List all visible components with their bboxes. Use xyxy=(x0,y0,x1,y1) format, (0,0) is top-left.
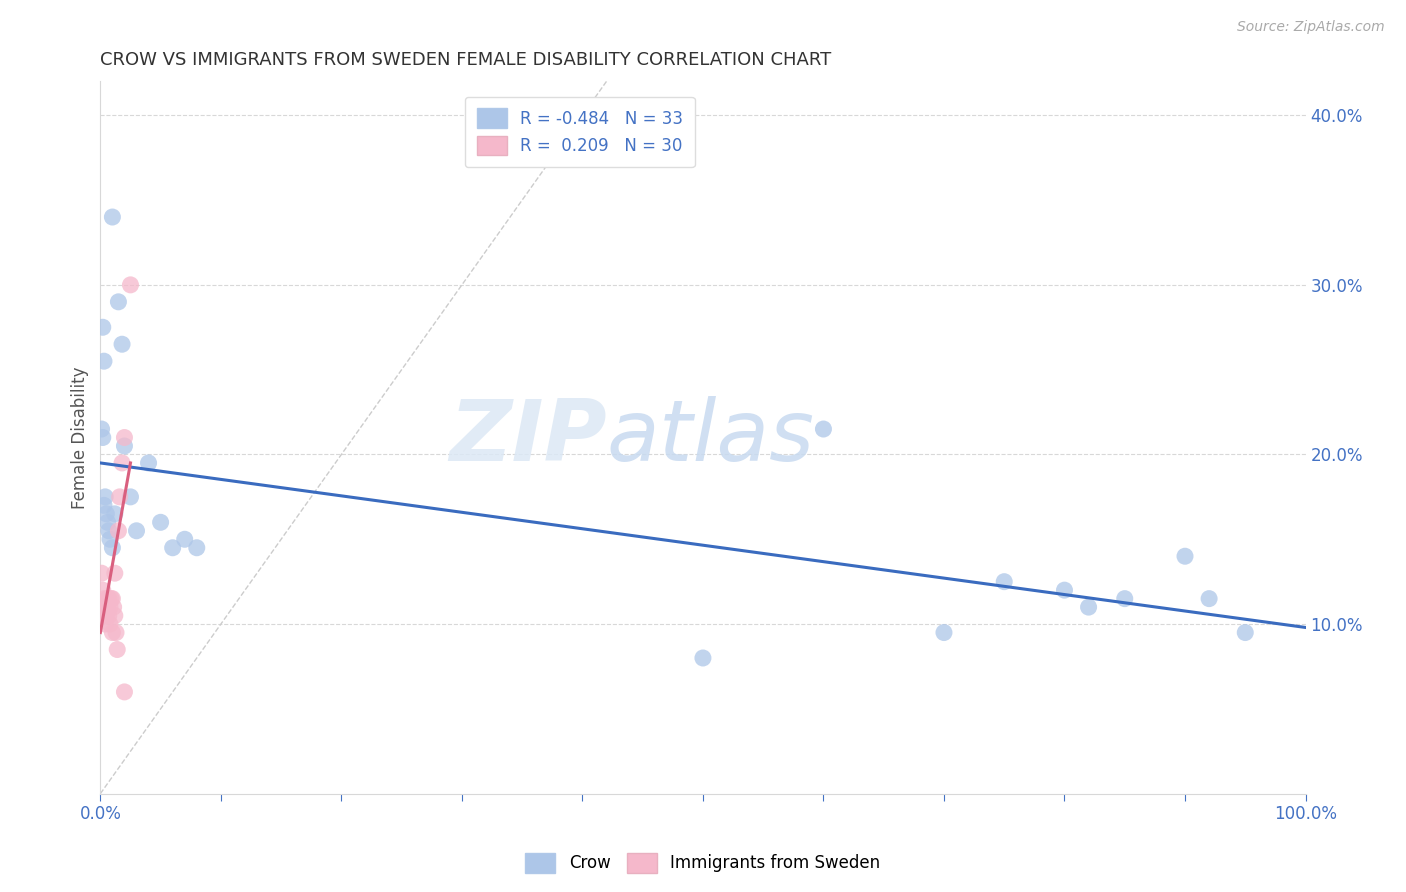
Point xyxy=(94,490,117,504)
Point xyxy=(98,533,121,547)
Point xyxy=(107,524,129,538)
Point xyxy=(120,277,142,292)
Point xyxy=(993,574,1015,589)
Point xyxy=(813,422,835,436)
Point xyxy=(120,490,142,504)
Text: CROW VS IMMIGRANTS FROM SWEDEN FEMALE DISABILITY CORRELATION CHART: CROW VS IMMIGRANTS FROM SWEDEN FEMALE DI… xyxy=(100,51,831,69)
Point xyxy=(105,625,128,640)
Point xyxy=(90,422,112,436)
Point xyxy=(111,337,134,351)
Point xyxy=(186,541,208,555)
Point xyxy=(173,533,195,547)
Point xyxy=(138,456,160,470)
Point xyxy=(114,439,136,453)
Point xyxy=(91,320,114,334)
Legend: Crow, Immigrants from Sweden: Crow, Immigrants from Sweden xyxy=(519,847,887,880)
Text: Source: ZipAtlas.com: Source: ZipAtlas.com xyxy=(1237,20,1385,34)
Point xyxy=(101,625,124,640)
Point xyxy=(105,642,128,657)
Point xyxy=(108,490,131,504)
Point xyxy=(94,617,117,632)
Point xyxy=(1174,549,1197,564)
Point xyxy=(125,524,148,538)
Point xyxy=(107,294,129,309)
Point xyxy=(1077,600,1099,615)
Point xyxy=(114,685,136,699)
Point xyxy=(97,516,120,530)
Point xyxy=(104,566,127,581)
Point xyxy=(692,651,714,665)
Point xyxy=(104,507,127,521)
Point xyxy=(96,600,118,615)
Point xyxy=(111,456,134,470)
Point xyxy=(114,430,136,444)
Point xyxy=(101,210,124,224)
Point xyxy=(97,591,120,606)
Y-axis label: Female Disability: Female Disability xyxy=(72,367,89,508)
Point xyxy=(91,608,114,623)
Point xyxy=(97,591,120,606)
Point xyxy=(90,566,112,581)
Point xyxy=(98,617,121,632)
Point xyxy=(91,430,114,444)
Point xyxy=(1114,591,1136,606)
Point xyxy=(96,507,118,521)
Point xyxy=(97,608,120,623)
Text: atlas: atlas xyxy=(606,396,814,479)
Point xyxy=(101,591,124,606)
Point xyxy=(103,600,125,615)
Point xyxy=(149,516,172,530)
Text: ZIP: ZIP xyxy=(449,396,606,479)
Point xyxy=(93,591,115,606)
Point xyxy=(93,608,115,623)
Point xyxy=(1198,591,1220,606)
Point xyxy=(97,600,120,615)
Point xyxy=(100,591,122,606)
Point xyxy=(93,499,115,513)
Point xyxy=(97,524,120,538)
Point xyxy=(96,608,118,623)
Point xyxy=(98,600,121,615)
Legend: R = -0.484   N = 33, R =  0.209   N = 30: R = -0.484 N = 33, R = 0.209 N = 30 xyxy=(465,97,695,167)
Point xyxy=(101,541,124,555)
Point xyxy=(93,354,115,368)
Point xyxy=(162,541,184,555)
Point xyxy=(932,625,955,640)
Point xyxy=(104,608,127,623)
Point xyxy=(91,583,114,598)
Point xyxy=(90,600,112,615)
Point xyxy=(94,600,117,615)
Point xyxy=(1053,583,1076,598)
Point xyxy=(1234,625,1257,640)
